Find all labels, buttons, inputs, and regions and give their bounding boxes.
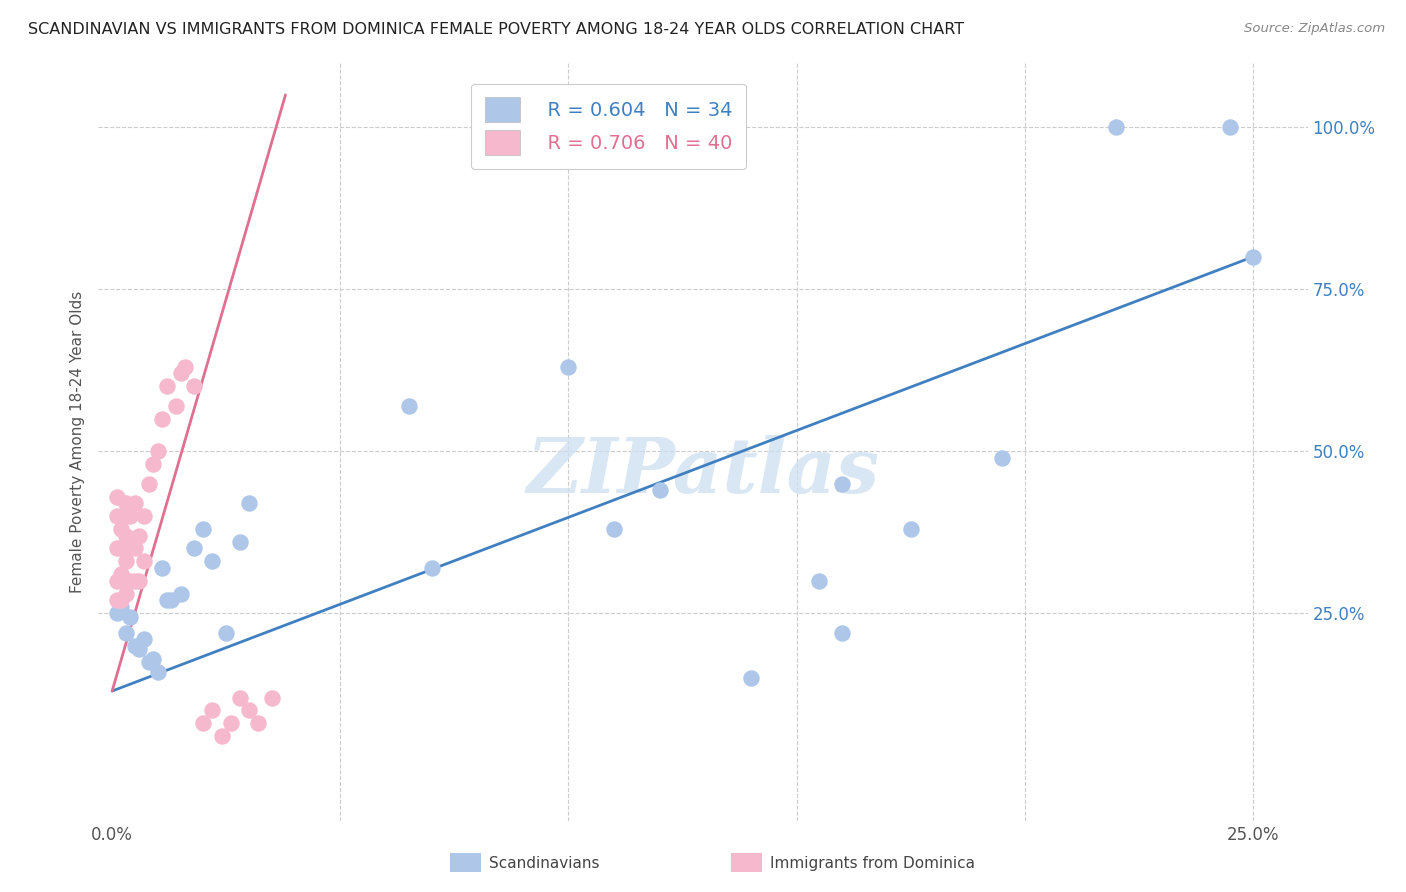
Point <box>124 639 146 653</box>
Point <box>1241 250 1264 264</box>
Point <box>183 379 205 393</box>
Point <box>142 651 165 665</box>
Point <box>114 625 136 640</box>
Point <box>740 671 762 685</box>
Point <box>124 574 146 588</box>
Point <box>120 509 142 524</box>
Text: Immigrants from Dominica: Immigrants from Dominica <box>770 856 976 871</box>
Point <box>398 399 420 413</box>
Point <box>138 655 160 669</box>
Point <box>247 716 270 731</box>
Y-axis label: Female Poverty Among 18-24 Year Olds: Female Poverty Among 18-24 Year Olds <box>69 291 84 592</box>
Point <box>110 599 132 614</box>
Point <box>169 587 191 601</box>
Point <box>808 574 831 588</box>
Text: Source: ZipAtlas.com: Source: ZipAtlas.com <box>1244 22 1385 36</box>
Point <box>105 574 128 588</box>
Point <box>169 367 191 381</box>
Point <box>156 593 179 607</box>
Point <box>105 490 128 504</box>
Point <box>110 522 132 536</box>
Point <box>105 607 128 621</box>
Point <box>120 574 142 588</box>
Point <box>110 593 132 607</box>
Point <box>420 561 443 575</box>
Point <box>831 476 853 491</box>
Point <box>124 496 146 510</box>
Point <box>146 444 169 458</box>
Point <box>150 412 173 426</box>
Point <box>238 703 260 717</box>
Point <box>1219 120 1241 135</box>
Point <box>211 730 233 744</box>
Point <box>193 716 215 731</box>
Point <box>105 541 128 556</box>
Point <box>105 509 128 524</box>
Point <box>114 496 136 510</box>
Point <box>1105 120 1128 135</box>
Point <box>110 541 132 556</box>
Text: ZIPatlas: ZIPatlas <box>526 435 880 508</box>
Point <box>105 593 128 607</box>
Point <box>183 541 205 556</box>
Point <box>114 528 136 542</box>
Point <box>201 554 224 568</box>
Point <box>132 554 155 568</box>
Point <box>201 703 224 717</box>
Point <box>150 561 173 575</box>
Point <box>238 496 260 510</box>
Point <box>648 483 671 497</box>
Point <box>120 541 142 556</box>
Point <box>174 359 197 374</box>
Point <box>128 528 150 542</box>
Point <box>114 587 136 601</box>
Point <box>132 632 155 647</box>
Point <box>138 476 160 491</box>
Point <box>260 690 283 705</box>
Point <box>128 641 150 656</box>
Point <box>229 535 252 549</box>
Point <box>219 716 242 731</box>
Text: Scandinavians: Scandinavians <box>489 856 600 871</box>
Point <box>156 379 179 393</box>
Point <box>165 399 187 413</box>
Point <box>120 609 142 624</box>
Point <box>142 457 165 471</box>
Point <box>831 625 853 640</box>
Point <box>160 593 183 607</box>
Point <box>124 541 146 556</box>
Point <box>991 450 1014 465</box>
Point <box>557 359 579 374</box>
Point <box>146 665 169 679</box>
Text: SCANDINAVIAN VS IMMIGRANTS FROM DOMINICA FEMALE POVERTY AMONG 18-24 YEAR OLDS CO: SCANDINAVIAN VS IMMIGRANTS FROM DOMINICA… <box>28 22 965 37</box>
Point <box>603 522 626 536</box>
Point <box>114 554 136 568</box>
Legend:   R = 0.604   N = 34,   R = 0.706   N = 40: R = 0.604 N = 34, R = 0.706 N = 40 <box>471 84 747 169</box>
Point <box>132 509 155 524</box>
Point <box>215 625 238 640</box>
Point <box>193 522 215 536</box>
Point <box>128 574 150 588</box>
Point <box>900 522 922 536</box>
Point <box>110 567 132 582</box>
Point <box>229 690 252 705</box>
